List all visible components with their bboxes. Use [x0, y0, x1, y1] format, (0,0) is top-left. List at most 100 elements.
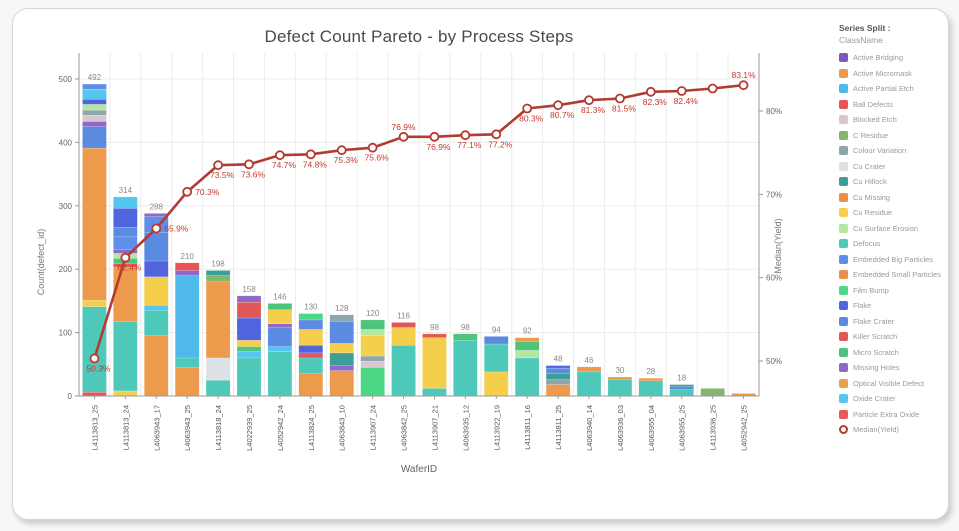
- median-yield-point[interactable]: [398, 131, 409, 142]
- bar-segment[interactable]: [82, 88, 107, 100]
- bar-segment[interactable]: [545, 372, 571, 380]
- bar-segment[interactable]: [360, 319, 385, 330]
- bar-segment[interactable]: [422, 388, 447, 397]
- bar-segment[interactable]: [484, 343, 509, 373]
- median-yield-point[interactable]: [367, 142, 378, 153]
- bar-segment[interactable]: [113, 320, 138, 392]
- bar-segment[interactable]: [669, 389, 694, 397]
- bar-segment[interactable]: [700, 388, 725, 397]
- bar-segment[interactable]: [298, 352, 324, 359]
- legend-item[interactable]: Blocked Etch: [839, 115, 945, 124]
- median-yield-point[interactable]: [645, 86, 656, 97]
- legend-item[interactable]: C Residue: [839, 130, 945, 140]
- median-yield-point[interactable]: [213, 160, 223, 171]
- bar-segment[interactable]: [298, 345, 324, 354]
- bar-segment[interactable]: [514, 337, 540, 342]
- bar-segment[interactable]: [329, 365, 354, 371]
- bar-segment[interactable]: [82, 121, 107, 127]
- legend-item[interactable]: Flake Crater: [839, 316, 945, 326]
- bar-segment[interactable]: [82, 391, 107, 397]
- bar-segment[interactable]: [174, 275, 200, 359]
- bar-segment[interactable]: [82, 104, 107, 111]
- bar-segment[interactable]: [545, 367, 571, 374]
- median-yield-point[interactable]: [305, 149, 316, 160]
- bar-segment[interactable]: [453, 333, 478, 341]
- bar-segment[interactable]: [298, 313, 324, 321]
- bar-segment[interactable]: [514, 341, 540, 351]
- bar-segment[interactable]: [360, 329, 385, 336]
- bar-segment[interactable]: [144, 335, 169, 397]
- bar-segment[interactable]: [545, 379, 571, 385]
- bar-segment[interactable]: [144, 276, 169, 306]
- legend-item[interactable]: Embedded Small Particles: [839, 270, 945, 279]
- legend-item[interactable]: Active Partial Etch: [839, 84, 945, 93]
- legend-item[interactable]: Defocus: [839, 239, 945, 248]
- bar-segment[interactable]: [669, 386, 694, 390]
- legend-item[interactable]: Killer Scratch: [839, 332, 945, 341]
- legend-item[interactable]: Flake: [839, 301, 945, 310]
- bar-segment[interactable]: [205, 275, 231, 283]
- legend-item-median-yield[interactable]: Median(Yield): [839, 425, 945, 434]
- median-yield-point[interactable]: [676, 86, 687, 96]
- median-yield-point[interactable]: [460, 130, 471, 141]
- median-yield-point[interactable]: [491, 129, 502, 140]
- median-yield-point[interactable]: [89, 353, 100, 364]
- bar-segment[interactable]: [144, 310, 169, 336]
- bar-segment[interactable]: [391, 345, 416, 397]
- bar-segment[interactable]: [82, 114, 107, 122]
- legend-item[interactable]: Cu Surface Erosion: [839, 223, 945, 233]
- bar-segment[interactable]: [329, 314, 354, 322]
- bar-segment[interactable]: [422, 337, 447, 389]
- legend-item[interactable]: Oxide Crater: [839, 394, 945, 403]
- legend-item[interactable]: Cu Residue: [839, 208, 945, 217]
- median-yield-point[interactable]: [182, 186, 193, 197]
- median-yield-point[interactable]: [244, 159, 254, 170]
- bar-segment[interactable]: [113, 236, 138, 250]
- bar-segment[interactable]: [360, 335, 385, 357]
- bar-segment[interactable]: [607, 379, 633, 397]
- legend-item[interactable]: Embedded Big Particles: [839, 254, 945, 264]
- median-yield-point[interactable]: [120, 252, 131, 263]
- bar-segment[interactable]: [82, 99, 107, 105]
- bar-segment[interactable]: [144, 213, 169, 217]
- median-yield-point[interactable]: [429, 131, 440, 142]
- median-yield-point[interactable]: [738, 80, 749, 91]
- bar-segment[interactable]: [174, 367, 200, 397]
- bar-segment[interactable]: [360, 360, 385, 368]
- median-yield-point[interactable]: [615, 93, 625, 104]
- bar-segment[interactable]: [484, 336, 509, 345]
- legend-item[interactable]: Cu Missing: [839, 192, 945, 202]
- legend-item[interactable]: Optical Visible Defect: [839, 378, 945, 388]
- bar-segment[interactable]: [576, 366, 602, 373]
- bar-segment[interactable]: [267, 346, 293, 352]
- median-yield-point[interactable]: [707, 83, 718, 94]
- bar-segment[interactable]: [267, 323, 293, 328]
- bar-segment[interactable]: [82, 300, 107, 307]
- bar-segment[interactable]: [82, 306, 107, 393]
- legend-item[interactable]: Micro Scratch: [839, 347, 945, 357]
- bar-segment[interactable]: [360, 367, 385, 397]
- bar-segment[interactable]: [113, 227, 138, 238]
- bar-segment[interactable]: [236, 317, 262, 341]
- legend-item[interactable]: Active Micromask: [839, 68, 945, 78]
- bar-segment[interactable]: [113, 208, 138, 228]
- bar-segment[interactable]: [267, 309, 293, 324]
- bar-segment[interactable]: [329, 352, 354, 366]
- bar-segment[interactable]: [514, 350, 540, 359]
- bar-segment[interactable]: [174, 262, 200, 271]
- legend-item[interactable]: Missing Holes: [839, 363, 945, 372]
- bar-segment[interactable]: [205, 270, 231, 276]
- bar-segment[interactable]: [329, 343, 354, 354]
- bar-segment[interactable]: [638, 378, 664, 381]
- bar-segment[interactable]: [298, 329, 324, 346]
- bar-segment[interactable]: [484, 371, 509, 397]
- median-yield-point[interactable]: [553, 100, 563, 111]
- legend-item[interactable]: Cu Crater: [839, 161, 945, 171]
- bar-segment[interactable]: [82, 126, 107, 149]
- bar-segment[interactable]: [545, 384, 571, 397]
- bar-segment[interactable]: [514, 357, 540, 397]
- median-yield-point[interactable]: [336, 145, 347, 156]
- bar-segment[interactable]: [174, 270, 200, 276]
- bar-segment[interactable]: [174, 357, 200, 368]
- bar-segment[interactable]: [236, 351, 262, 359]
